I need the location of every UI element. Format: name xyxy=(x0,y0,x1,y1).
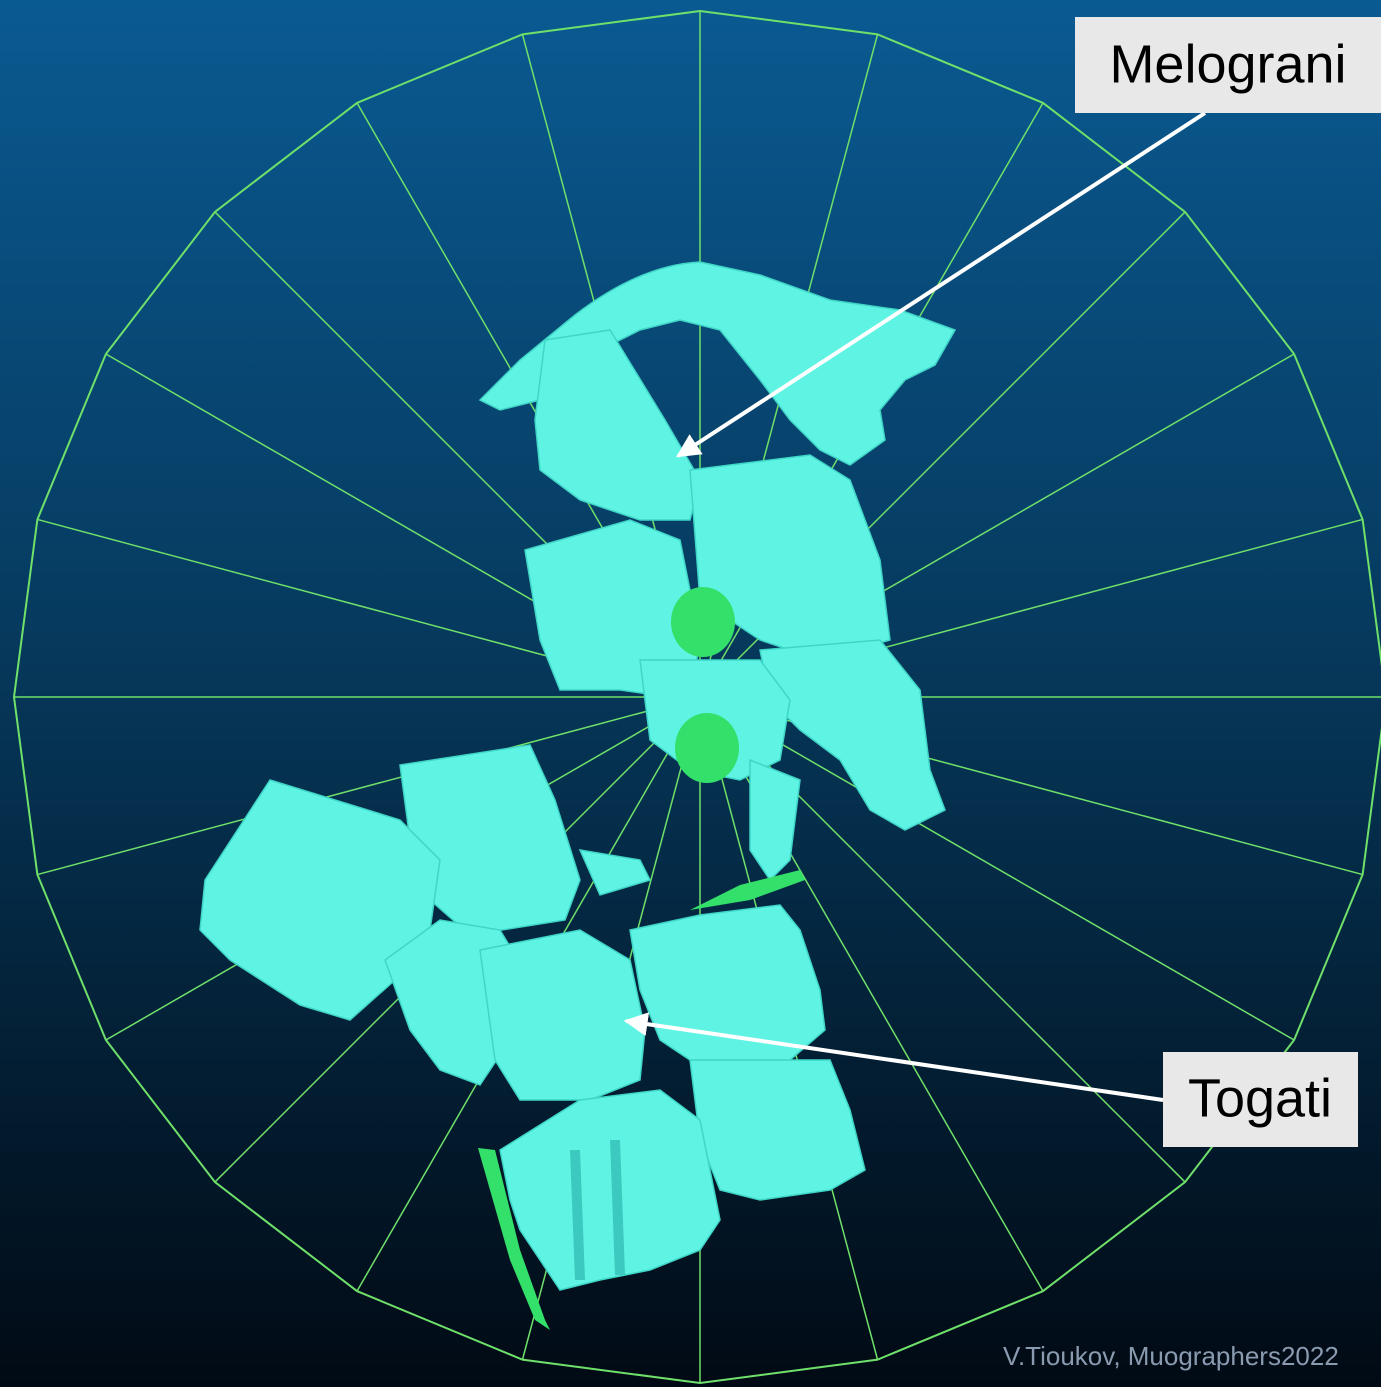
label-box xyxy=(1163,1052,1358,1147)
label: Melograni xyxy=(1109,34,1346,94)
credit: V.Tioukov, Muographers2022 xyxy=(1003,1341,1339,1371)
label-box xyxy=(1075,17,1381,113)
point-cloud xyxy=(199,261,957,1330)
arrow xyxy=(623,1012,1164,1102)
arrow xyxy=(675,111,1207,458)
label: Togati xyxy=(1188,1068,1332,1128)
grid-spoke xyxy=(37,696,701,876)
grid-spoke xyxy=(699,696,1295,1041)
